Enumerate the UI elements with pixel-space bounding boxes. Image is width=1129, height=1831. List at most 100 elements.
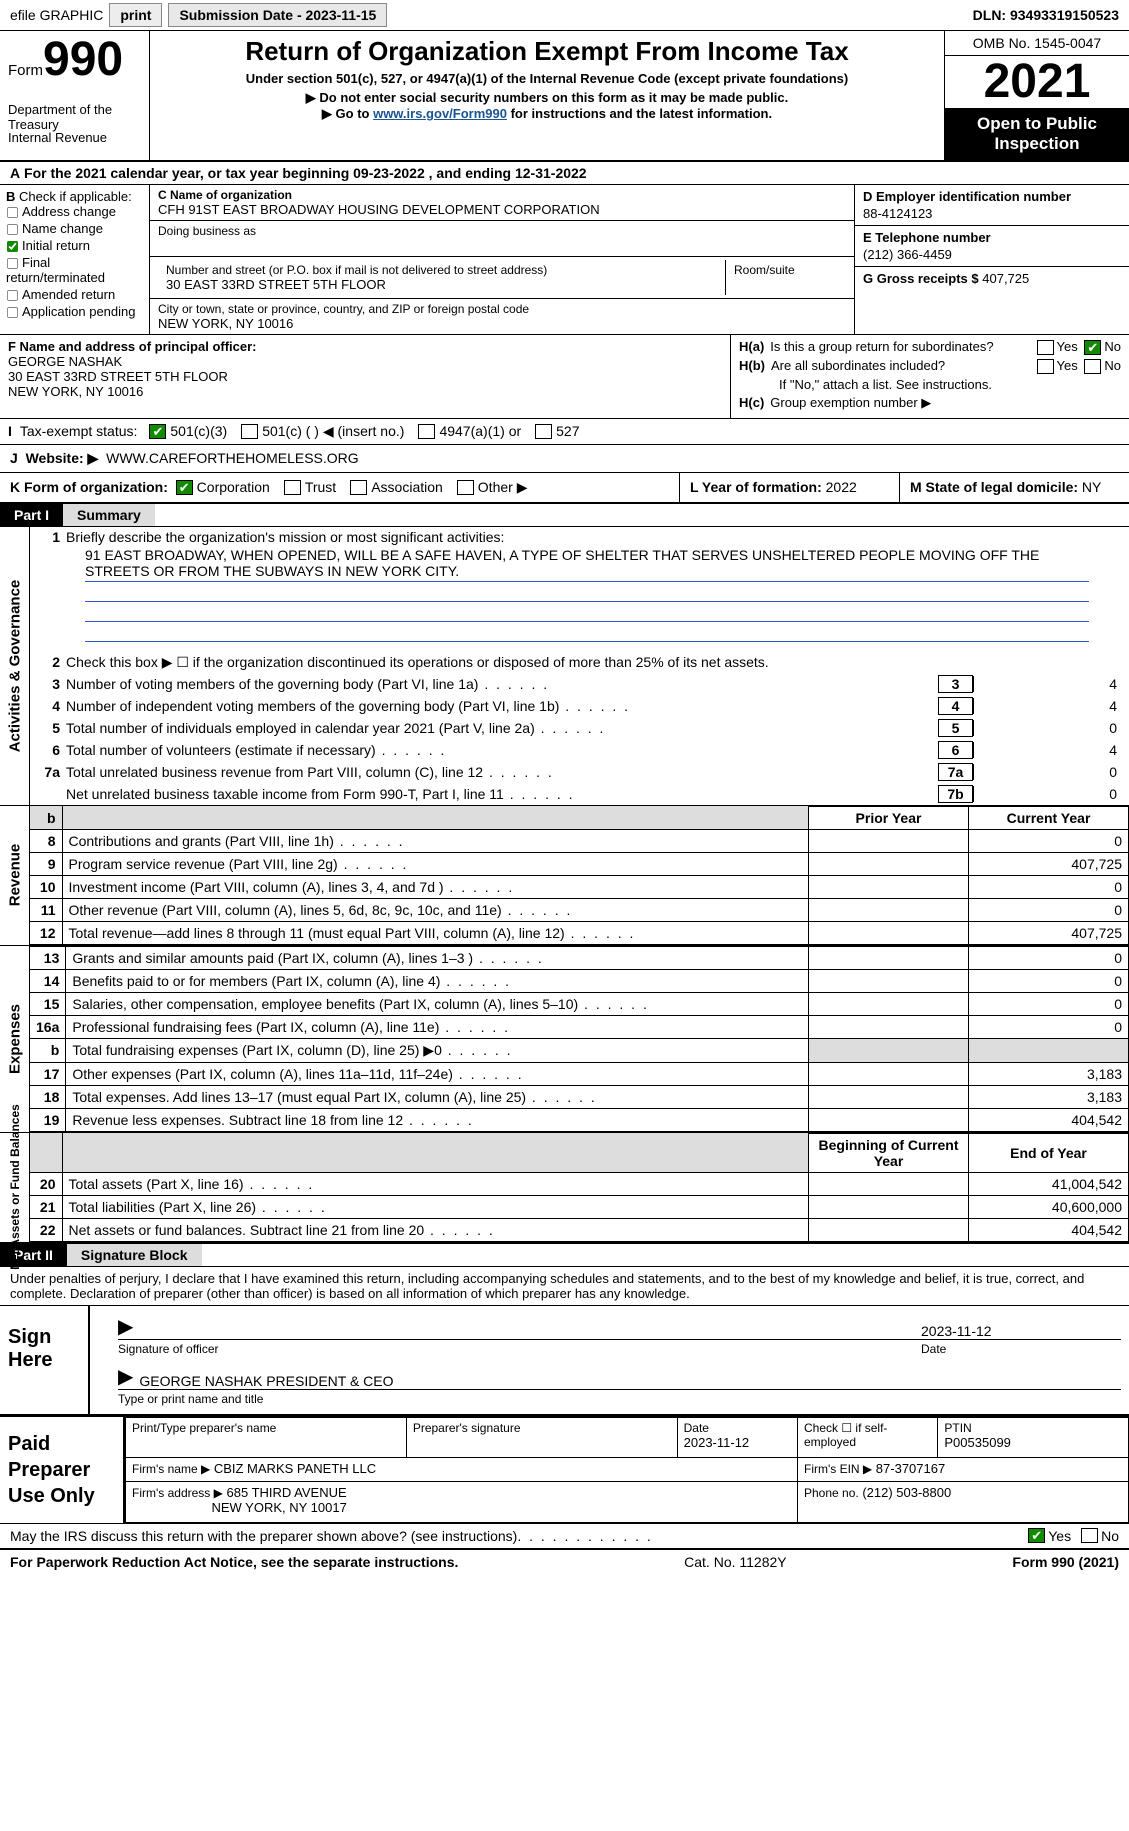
h-b-yes[interactable]	[1037, 359, 1054, 374]
i-4947[interactable]: 4947(a)(1) or	[418, 423, 521, 439]
th-prior: Prior Year	[809, 806, 969, 829]
chk-amended-lbl: Amended return	[22, 287, 115, 302]
submission-date: Submission Date - 2023-11-15	[168, 3, 387, 27]
form-number: 990	[43, 36, 123, 84]
discuss-yes[interactable]: ✔	[1028, 1528, 1045, 1543]
h-a-no[interactable]: ✔	[1084, 340, 1101, 355]
discuss-row: May the IRS discuss this return with the…	[0, 1524, 1129, 1550]
part2-header: Part IISignature Block	[0, 1244, 1129, 1267]
omb-number: OMB No. 1545-0047	[945, 31, 1129, 56]
k-opt-other: Other ▶	[478, 479, 528, 496]
row-f-h: F Name and address of principal officer:…	[0, 335, 1129, 419]
table-row: 22Net assets or fund balances. Subtract …	[30, 1218, 1129, 1241]
i-501c3[interactable]: ✔501(c)(3)	[149, 423, 227, 439]
chk-amended[interactable]: Amended return	[6, 287, 143, 302]
entity-grid: B Check if applicable: Address change Na…	[0, 185, 1129, 335]
revenue-table: b Prior Year Current Year 8Contributions…	[30, 806, 1129, 945]
chk-pending-lbl: Application pending	[22, 304, 135, 319]
expenses-table: 13Grants and similar amounts paid (Part …	[30, 946, 1129, 1132]
table-row: 12Total revenue—add lines 8 through 11 (…	[30, 921, 1129, 944]
th-beg: Beginning of Current Year	[809, 1133, 969, 1172]
m-lbl: M State of legal domicile:	[910, 479, 1078, 495]
preparer-table: Print/Type preparer's name Preparer's si…	[125, 1417, 1129, 1523]
dept-label: Department of the Treasury	[8, 102, 141, 132]
chk-address-lbl: Address change	[22, 204, 116, 219]
ein-lbl: D Employer identification number	[863, 189, 1121, 204]
h-b-no[interactable]	[1084, 359, 1101, 374]
header-mid: Return of Organization Exempt From Incom…	[150, 31, 944, 160]
form-title: Return of Organization Exempt From Incom…	[160, 36, 934, 67]
gross-receipts: 407,725	[982, 271, 1029, 286]
i-501c[interactable]: 501(c) ( ) ◀ (insert no.)	[241, 423, 404, 440]
footer-left: For Paperwork Reduction Act Notice, see …	[10, 1554, 458, 1570]
k-corp[interactable]: ✔Corporation	[176, 479, 270, 495]
i-opt4: 527	[556, 423, 579, 439]
table-row: 18Total expenses. Add lines 13–17 (must …	[30, 1085, 1129, 1108]
discuss-q: May the IRS discuss this return with the…	[10, 1528, 517, 1544]
i-527[interactable]: 527	[535, 423, 579, 439]
prep-date: 2023-11-12	[684, 1435, 750, 1450]
chk-name[interactable]: Name change	[6, 221, 143, 236]
table-row: 15Salaries, other compensation, employee…	[30, 992, 1129, 1015]
footer-mid: Cat. No. 11282Y	[684, 1554, 786, 1570]
k-assoc[interactable]: Association	[350, 479, 443, 495]
paid-preparer-label: Paid Preparer Use Only	[0, 1417, 125, 1523]
k-other[interactable]: Other ▶	[457, 479, 528, 496]
ein: 88-4124123	[863, 206, 1121, 221]
gov-line: 6Total number of volunteers (estimate if…	[30, 739, 1129, 761]
chk-address[interactable]: Address change	[6, 204, 143, 219]
firm-addr: 685 THIRD AVENUE	[227, 1485, 347, 1500]
sign-here-label: Sign Here	[0, 1306, 90, 1414]
table-row: 17Other expenses (Part IX, column (A), l…	[30, 1062, 1129, 1085]
i-opt2: 501(c) ( ) ◀ (insert no.)	[262, 423, 404, 440]
f-lbl: F Name and address of principal officer:	[8, 339, 257, 354]
instruction-1: ▶ Do not enter social security numbers o…	[160, 90, 934, 106]
print-button[interactable]: print	[109, 3, 162, 27]
table-row: 20Total assets (Part X, line 16)41,004,5…	[30, 1172, 1129, 1195]
l-lbl: L Year of formation:	[690, 479, 822, 495]
chk-initial[interactable]: Initial return	[6, 238, 143, 253]
sign-here-row: Sign Here ▶ 2023-11-12 Signature of offi…	[0, 1306, 1129, 1415]
k-opt-trust: Trust	[305, 479, 336, 495]
gov-line: 7aTotal unrelated business revenue from …	[30, 761, 1129, 783]
prep-date-lbl: Date	[684, 1421, 791, 1435]
preparer-section: Paid Preparer Use Only Print/Type prepar…	[0, 1415, 1129, 1524]
k-trust[interactable]: Trust	[284, 479, 336, 495]
table-row: 19Revenue less expenses. Subtract line 1…	[30, 1108, 1129, 1131]
k-right: M State of legal domicile: NY	[899, 473, 1129, 502]
city-lbl: City or town, state or province, country…	[158, 302, 846, 316]
th-end: End of Year	[969, 1133, 1129, 1172]
h-c-tag: H(c)	[739, 395, 764, 410]
irs-link[interactable]: www.irs.gov/Form990	[373, 106, 507, 121]
form-subtitle: Under section 501(c), 527, or 4947(a)(1)…	[160, 71, 934, 86]
irs-label: Internal Revenue Service	[8, 130, 141, 144]
col-b: B Check if applicable: Address change Na…	[0, 185, 150, 334]
prep-sig-lbl: Preparer's signature	[413, 1421, 671, 1435]
website: WWW.CAREFORTHEHOMELESS.ORG	[106, 450, 359, 466]
org-name: CFH 91ST EAST BROADWAY HOUSING DEVELOPME…	[158, 202, 846, 217]
yes-lbl: Yes	[1048, 1528, 1071, 1544]
chk-final[interactable]: Final return/terminated	[6, 255, 143, 285]
tax-year-text: For the 2021 calendar year, or tax year …	[24, 165, 587, 181]
header-right: OMB No. 1545-0047 2021 Open to Public In…	[944, 31, 1129, 160]
discuss-no[interactable]	[1081, 1528, 1098, 1543]
table-row: 16aProfessional fundraising fees (Part I…	[30, 1015, 1129, 1038]
j-lbl: Website: ▶	[26, 450, 99, 466]
gross-lbl: G Gross receipts $	[863, 271, 979, 286]
mission-line	[85, 584, 1089, 602]
chk-pending[interactable]: Application pending	[6, 304, 143, 319]
row-k: K Form of organization: ✔Corporation Tru…	[0, 473, 1129, 504]
k-opt-assoc: Association	[371, 479, 443, 495]
footer: For Paperwork Reduction Act Notice, see …	[0, 1550, 1129, 1574]
row-j: J Website: ▶ WWW.CAREFORTHEHOMELESS.ORG	[0, 445, 1129, 473]
state-domicile: NY	[1082, 479, 1101, 495]
col-d: D Employer identification number 88-4124…	[854, 185, 1129, 334]
instr2-pre: ▶ Go to	[322, 106, 373, 121]
dba-lbl: Doing business as	[158, 224, 846, 238]
h-a-yes[interactable]	[1037, 340, 1054, 355]
org-address: 30 EAST 33RD STREET 5TH FLOOR	[166, 277, 717, 292]
no-lbl: No	[1101, 1528, 1119, 1544]
officer-typed: GEORGE NASHAK PRESIDENT & CEO	[139, 1373, 393, 1389]
form-header: Form990 Department of the Treasury Inter…	[0, 31, 1129, 162]
h-c-q: Group exemption number ▶	[770, 395, 931, 411]
